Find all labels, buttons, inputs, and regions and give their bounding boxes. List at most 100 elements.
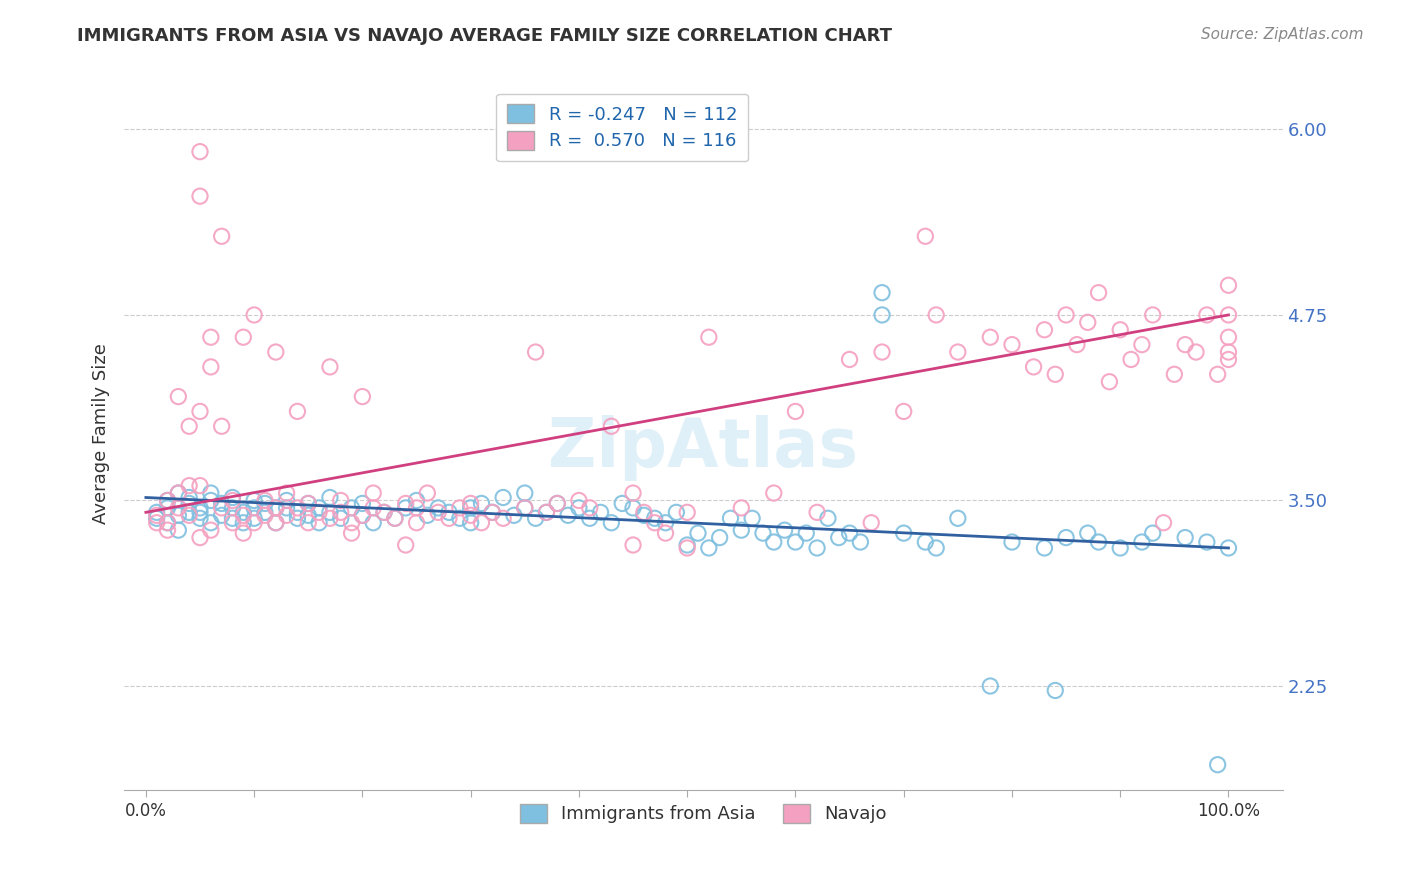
Point <box>188 511 211 525</box>
Point <box>794 526 817 541</box>
Point <box>524 511 547 525</box>
Text: ZipAtlas: ZipAtlas <box>548 415 859 481</box>
Point <box>1066 337 1088 351</box>
Point <box>167 390 190 404</box>
Point <box>416 486 439 500</box>
Point <box>156 516 179 530</box>
Point <box>384 511 406 525</box>
Point <box>287 505 309 519</box>
Point <box>460 516 482 530</box>
Point <box>481 505 503 519</box>
Point <box>849 535 872 549</box>
Point <box>188 145 211 159</box>
Point <box>1195 308 1218 322</box>
Point <box>838 526 860 541</box>
Point <box>870 345 893 359</box>
Point <box>1087 285 1109 300</box>
Point <box>513 500 536 515</box>
Point <box>828 531 851 545</box>
Point <box>264 345 287 359</box>
Point <box>188 478 211 492</box>
Point <box>145 511 167 525</box>
Point <box>1218 541 1240 555</box>
Point <box>860 516 883 530</box>
Point <box>1054 531 1077 545</box>
Point <box>200 523 222 537</box>
Point <box>806 541 828 555</box>
Point <box>1142 526 1164 541</box>
Point <box>752 526 775 541</box>
Point <box>167 486 190 500</box>
Point <box>211 500 233 515</box>
Point <box>167 486 190 500</box>
Point <box>633 505 655 519</box>
Point <box>340 516 363 530</box>
Point <box>232 516 254 530</box>
Point <box>644 516 666 530</box>
Point <box>297 516 319 530</box>
Point <box>427 500 450 515</box>
Point <box>633 508 655 523</box>
Point <box>264 500 287 515</box>
Point <box>557 508 579 523</box>
Point <box>276 493 298 508</box>
Point <box>1109 323 1132 337</box>
Point <box>188 500 211 515</box>
Point <box>232 330 254 344</box>
Point <box>232 526 254 541</box>
Point <box>384 511 406 525</box>
Point <box>654 526 676 541</box>
Point <box>730 523 752 537</box>
Point <box>644 511 666 525</box>
Point <box>925 541 948 555</box>
Point <box>762 486 785 500</box>
Point <box>221 491 243 505</box>
Point <box>145 505 167 519</box>
Point <box>373 505 395 519</box>
Point <box>167 500 190 515</box>
Point <box>536 505 558 519</box>
Point <box>243 516 266 530</box>
Point <box>1087 535 1109 549</box>
Point <box>264 516 287 530</box>
Point <box>1033 323 1056 337</box>
Point <box>513 486 536 500</box>
Point <box>253 496 276 510</box>
Point <box>211 496 233 510</box>
Point <box>741 511 763 525</box>
Point <box>1218 345 1240 359</box>
Point <box>145 508 167 523</box>
Point <box>709 531 731 545</box>
Point <box>156 500 179 515</box>
Point <box>276 508 298 523</box>
Point <box>524 345 547 359</box>
Point <box>179 491 201 505</box>
Point <box>1218 308 1240 322</box>
Point <box>340 500 363 515</box>
Point <box>395 538 418 552</box>
Point <box>276 500 298 515</box>
Point <box>785 535 807 549</box>
Point <box>329 493 352 508</box>
Point <box>870 308 893 322</box>
Point <box>979 330 1001 344</box>
Point <box>621 500 644 515</box>
Point <box>297 496 319 510</box>
Point <box>460 500 482 515</box>
Point <box>536 505 558 519</box>
Point <box>697 330 720 344</box>
Point <box>1130 337 1153 351</box>
Point <box>1054 308 1077 322</box>
Point <box>145 516 167 530</box>
Legend: Immigrants from Asia, Navajo: Immigrants from Asia, Navajo <box>509 793 898 834</box>
Point <box>232 508 254 523</box>
Point <box>1119 352 1142 367</box>
Point <box>870 285 893 300</box>
Point <box>449 500 471 515</box>
Point <box>817 511 839 525</box>
Point <box>167 523 190 537</box>
Point <box>720 511 742 525</box>
Point <box>243 500 266 515</box>
Point <box>319 511 342 525</box>
Point <box>319 491 342 505</box>
